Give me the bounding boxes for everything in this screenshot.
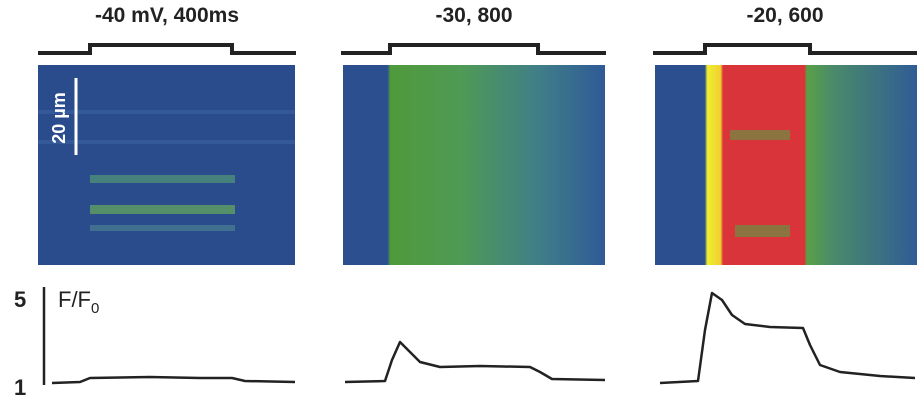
- panel-title: -40 mV, 400ms: [95, 4, 239, 27]
- scale-bar-label: 20 µm: [49, 92, 69, 143]
- voltage-protocol: [38, 43, 296, 55]
- y-scale-top: 5: [14, 287, 26, 312]
- voltage-protocol: [341, 43, 606, 55]
- fluorescence-trace: [659, 291, 916, 385]
- fluorescence-trace: [51, 375, 296, 385]
- linescan-image: [343, 65, 605, 265]
- linescan-image: [38, 65, 295, 265]
- y-scale-label-sub: 0: [91, 300, 99, 317]
- voltage-protocol: [653, 43, 917, 55]
- y-scale-label: F/F0: [58, 287, 99, 317]
- panel-title: -20, 600: [746, 4, 823, 27]
- panel-title: -30, 800: [435, 4, 512, 27]
- y-scale-label-main: F/F: [58, 287, 91, 312]
- fluorescence-trace: [344, 340, 606, 384]
- y-scale-bottom: 1: [14, 375, 26, 400]
- linescan-image: [655, 65, 917, 265]
